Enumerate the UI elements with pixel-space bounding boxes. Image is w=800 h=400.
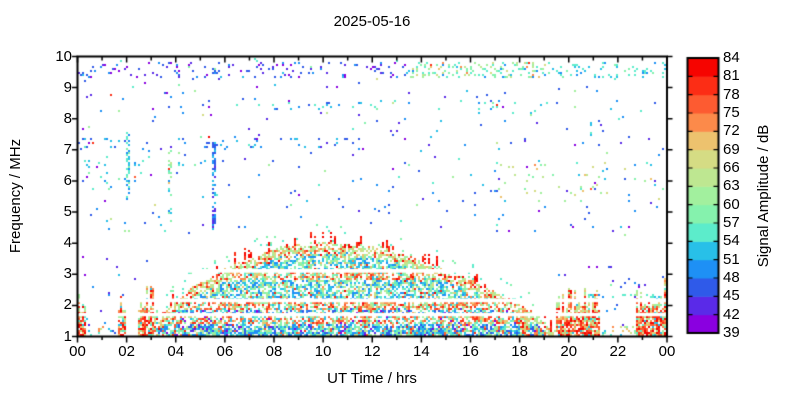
y-tick-label: 9 xyxy=(63,78,72,96)
colorbar-tick-label: 54 xyxy=(723,232,740,250)
colorbar-tick-label: 63 xyxy=(723,177,740,195)
y-tick-label: 2 xyxy=(63,296,72,314)
y-tick-label: 10 xyxy=(55,47,72,65)
x-tick-label: 16 xyxy=(462,343,479,360)
x-tick-label: 18 xyxy=(511,343,528,360)
y-axis-label: Frequency / MHz xyxy=(7,138,24,254)
colorbar-tick-label: 45 xyxy=(723,287,740,305)
x-tick-label: 08 xyxy=(265,343,283,360)
colorbar-tick-label: 39 xyxy=(723,324,740,341)
y-tick-label: 5 xyxy=(63,203,72,221)
y-tick-label: 6 xyxy=(63,171,72,189)
x-tick-label: 02 xyxy=(118,343,135,360)
colorbar-tick-label: 69 xyxy=(723,140,740,158)
x-tick-label: 00 xyxy=(658,343,676,360)
colorbar-tick-label: 57 xyxy=(723,214,740,231)
x-tick-label: 22 xyxy=(609,343,627,360)
x-tick-label: 20 xyxy=(560,343,578,360)
colorbar-tick-label: 48 xyxy=(723,269,740,286)
x-tick-label: 12 xyxy=(363,343,381,360)
colorbar-tick-label: 78 xyxy=(723,85,740,103)
y-tick-label: 8 xyxy=(63,109,72,127)
y-tick-label: 7 xyxy=(63,140,72,158)
colorbar-tick-label: 75 xyxy=(723,104,740,121)
colorbar-tick-label: 81 xyxy=(723,67,740,85)
colorbar-tick-label: 42 xyxy=(723,305,740,323)
colorbar-tick-label: 72 xyxy=(723,122,740,140)
y-tick-label: 4 xyxy=(63,234,72,252)
x-axis-label: UT Time / hrs xyxy=(327,370,417,387)
chart-title: 2025-05-16 xyxy=(333,13,411,30)
y-tick-label: 1 xyxy=(63,327,72,345)
x-tick-label: 00 xyxy=(69,343,86,360)
colorbar-axis-label: Signal Amplitude / dB xyxy=(755,124,772,268)
x-tick-label: 04 xyxy=(167,343,185,360)
colorbar-tick-label: 51 xyxy=(723,250,740,268)
y-tick-label: 3 xyxy=(63,265,72,283)
x-tick-label: 10 xyxy=(314,343,332,360)
colorbar-tick-label: 60 xyxy=(723,195,740,213)
colorbar-tick-label: 66 xyxy=(723,159,740,176)
x-tick-label: 14 xyxy=(413,343,430,360)
colorbar-tick-label: 84 xyxy=(723,49,740,66)
x-tick-label: 06 xyxy=(216,343,234,360)
